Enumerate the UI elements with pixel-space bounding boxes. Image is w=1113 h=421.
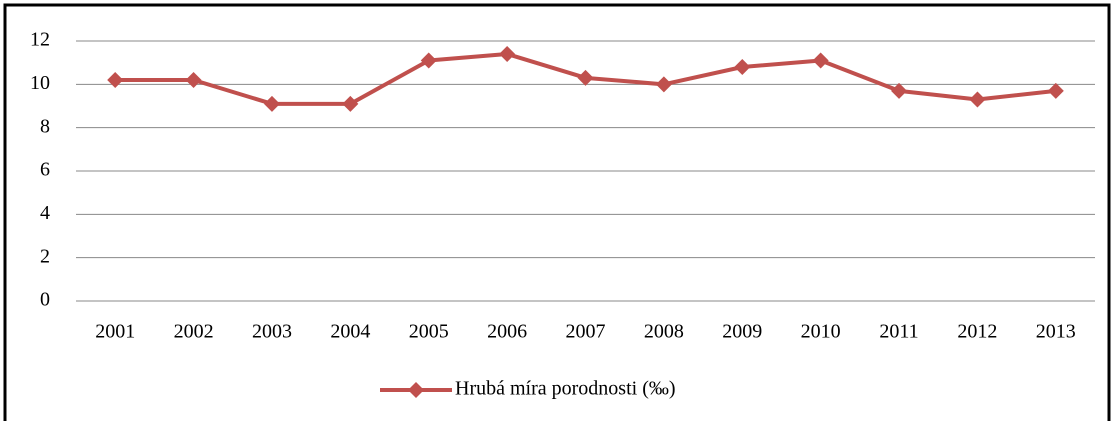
x-tick-label: 2003 — [252, 321, 292, 343]
y-tick-label: 12 — [30, 29, 50, 51]
point-marker — [891, 82, 908, 99]
x-tick-label: 2004 — [330, 321, 370, 343]
legend-marker — [408, 382, 424, 398]
y-tick-label: 0 — [40, 289, 50, 311]
point-marker — [107, 72, 124, 88]
point-marker — [185, 72, 202, 88]
x-tick-label: 2006 — [487, 321, 527, 343]
y-tick-label: 6 — [40, 159, 50, 181]
x-tick-label: 2009 — [722, 321, 762, 343]
point-marker — [577, 69, 594, 86]
x-tick-label: 2005 — [409, 321, 449, 343]
x-tick-label: 2001 — [95, 321, 135, 343]
point-marker — [342, 95, 359, 112]
y-tick-label: 4 — [40, 202, 50, 224]
point-marker — [420, 52, 437, 69]
point-marker — [734, 59, 751, 75]
point-marker — [1047, 82, 1064, 99]
x-tick-label: 2002 — [174, 321, 214, 343]
point-marker — [812, 52, 829, 69]
y-tick-label: 2 — [40, 245, 50, 267]
x-tick-label: 2011 — [879, 321, 918, 343]
point-marker — [499, 46, 516, 62]
x-tick-label: 2008 — [644, 321, 684, 343]
y-tick-label: 10 — [30, 72, 50, 94]
x-tick-label: 2007 — [566, 321, 606, 343]
legend-label: Hrubá míra porodnosti (‰) — [455, 378, 676, 400]
point-marker — [655, 76, 672, 93]
x-tick-label: 2010 — [801, 321, 841, 343]
x-tick-label: 2013 — [1036, 321, 1076, 343]
point-marker — [263, 95, 280, 112]
x-tick-label: 2012 — [957, 321, 997, 343]
point-marker — [969, 91, 986, 108]
y-tick-label: 8 — [40, 115, 50, 137]
frame — [3, 3, 1111, 421]
